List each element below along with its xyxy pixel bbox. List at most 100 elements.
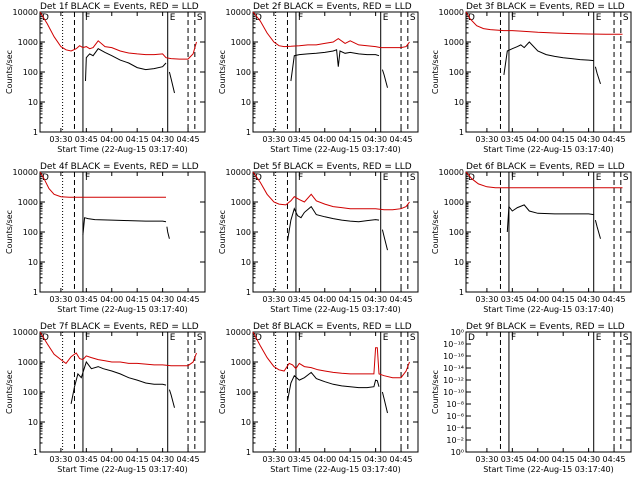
x-tick-label: 04:15	[339, 135, 362, 144]
series-events-line	[166, 226, 170, 239]
series-lld-line	[465, 171, 623, 189]
x-tick-label: 03:30	[262, 135, 285, 144]
x-tick-label: 04:00	[526, 295, 549, 304]
plot-frame	[465, 331, 632, 453]
x-tick-label: 04:45	[603, 295, 626, 304]
x-tick-label: 04:00	[313, 455, 336, 464]
x-tick-label: 04:45	[390, 455, 413, 464]
time-marker-label: F	[85, 333, 90, 343]
panel-det-2: Det 2f BLACK = Events, RED = LLD 03:30 03:…	[218, 2, 419, 154]
y-tick-label: 10	[241, 258, 251, 267]
time-marker-label: S	[197, 13, 203, 23]
panel-det-4: Det 4f BLACK = Events, RED = LLD 03:30 03:…	[5, 162, 206, 314]
y-tick-label: 10⁻¹⁶	[443, 352, 464, 361]
time-marker-label: D	[42, 333, 49, 343]
time-marker-label: S	[623, 333, 629, 343]
x-tick-label: 03:45	[288, 455, 311, 464]
x-axis-label: Start Time (22-Aug-15 03:17:40)	[57, 465, 188, 474]
y-tick-label: 10⁰	[451, 448, 464, 457]
y-tick-label: 10⁻¹⁴	[443, 364, 464, 373]
x-tick-label: 04:00	[526, 135, 549, 144]
time-marker-label: D	[468, 333, 475, 343]
x-tick-label: 04:45	[390, 295, 413, 304]
y-tick-label: 10	[28, 98, 38, 107]
y-tick-label: 1	[459, 288, 464, 297]
series-events-line	[503, 41, 594, 75]
x-tick-label: 03:30	[262, 455, 285, 464]
y-axis-label: Counts/sec	[218, 370, 227, 414]
y-tick-label: 1	[459, 128, 464, 137]
series-lld-line	[252, 11, 410, 49]
time-marker-label: F	[298, 333, 303, 343]
x-tick-label: 03:30	[49, 455, 72, 464]
y-tick-label: 10	[454, 98, 464, 107]
panel-title: Det 6f BLACK = Events, RED = LLD	[466, 162, 625, 172]
y-tick-label: 100	[23, 68, 38, 77]
y-axis-label: Counts/sec	[5, 210, 14, 254]
y-tick-label: 10000	[439, 168, 464, 177]
x-tick-label: 04:30	[364, 135, 387, 144]
time-marker-label: F	[85, 173, 90, 183]
x-axis-label: Start Time (22-Aug-15 03:17:40)	[270, 145, 401, 154]
y-tick-label: 1000	[18, 198, 38, 207]
time-marker-label: F	[298, 13, 303, 23]
time-marker-label: E	[596, 13, 602, 23]
plot-frame	[252, 331, 419, 453]
series-events-line	[594, 219, 601, 239]
x-tick-label: 04:00	[526, 455, 549, 464]
y-tick-label: 10000	[226, 168, 251, 177]
time-marker-label: S	[623, 173, 629, 183]
time-marker-label: S	[623, 13, 629, 23]
panel-det-5: Det 5f BLACK = Events, RED = LLD 03:30 03:…	[218, 162, 419, 314]
y-tick-label: 10⁻⁶	[446, 412, 464, 421]
y-tick-label: 10	[28, 418, 38, 427]
y-tick-label: 1000	[231, 358, 251, 367]
y-tick-label: 1	[33, 448, 38, 457]
panel-title: Det 8f BLACK = Events, RED = LLD	[253, 322, 412, 332]
panel-title: Det 7f BLACK = Events, RED = LLD	[40, 322, 199, 332]
time-marker-label: F	[511, 333, 516, 343]
y-tick-label: 10	[28, 258, 38, 267]
time-marker-label: E	[170, 333, 176, 343]
x-tick-label: 04:00	[100, 135, 123, 144]
y-tick-label: 100	[236, 68, 251, 77]
y-tick-label: 10	[241, 98, 251, 107]
y-axis-label: Counts/sec	[5, 370, 14, 414]
series-lld-line	[39, 331, 197, 367]
y-tick-label: 10	[241, 418, 251, 427]
y-tick-label: 10⁻¹⁰	[443, 388, 464, 397]
series-events-line	[168, 389, 175, 408]
time-marker-label: F	[511, 173, 516, 183]
x-tick-label: 03:30	[475, 135, 498, 144]
x-tick-label: 03:30	[262, 295, 285, 304]
series-events-line	[70, 360, 167, 404]
y-tick-label: 1000	[444, 38, 464, 47]
x-tick-label: 04:00	[313, 135, 336, 144]
series-lld-line	[252, 331, 410, 379]
x-tick-label: 04:15	[339, 295, 362, 304]
series-events-line	[290, 49, 380, 82]
y-tick-label: 10⁻⁴	[446, 424, 464, 433]
y-tick-label: 100	[236, 228, 251, 237]
time-marker-label: D	[42, 13, 49, 23]
x-axis-label: Start Time (22-Aug-15 03:17:40)	[57, 145, 188, 154]
x-axis-label: Start Time (22-Aug-15 03:17:40)	[270, 465, 401, 474]
y-tick-label: 1	[246, 448, 251, 457]
x-tick-label: 03:30	[49, 135, 72, 144]
plot-frame	[252, 171, 419, 293]
x-axis-label: Start Time (22-Aug-15 03:17:40)	[57, 305, 188, 314]
y-tick-label: 1	[33, 128, 38, 137]
y-tick-label: 10⁻²	[446, 436, 464, 445]
x-tick-label: 04:45	[603, 135, 626, 144]
x-tick-label: 03:45	[75, 135, 98, 144]
y-tick-label: 1000	[444, 198, 464, 207]
x-tick-label: 03:45	[501, 455, 524, 464]
x-tick-label: 03:45	[288, 135, 311, 144]
time-marker-label: E	[383, 13, 389, 23]
y-tick-label: 10000	[13, 8, 38, 17]
time-marker-label: S	[197, 333, 203, 343]
x-tick-label: 04:15	[126, 135, 149, 144]
x-axis-label: Start Time (22-Aug-15 03:17:40)	[483, 145, 614, 154]
series-events-line	[82, 217, 167, 235]
